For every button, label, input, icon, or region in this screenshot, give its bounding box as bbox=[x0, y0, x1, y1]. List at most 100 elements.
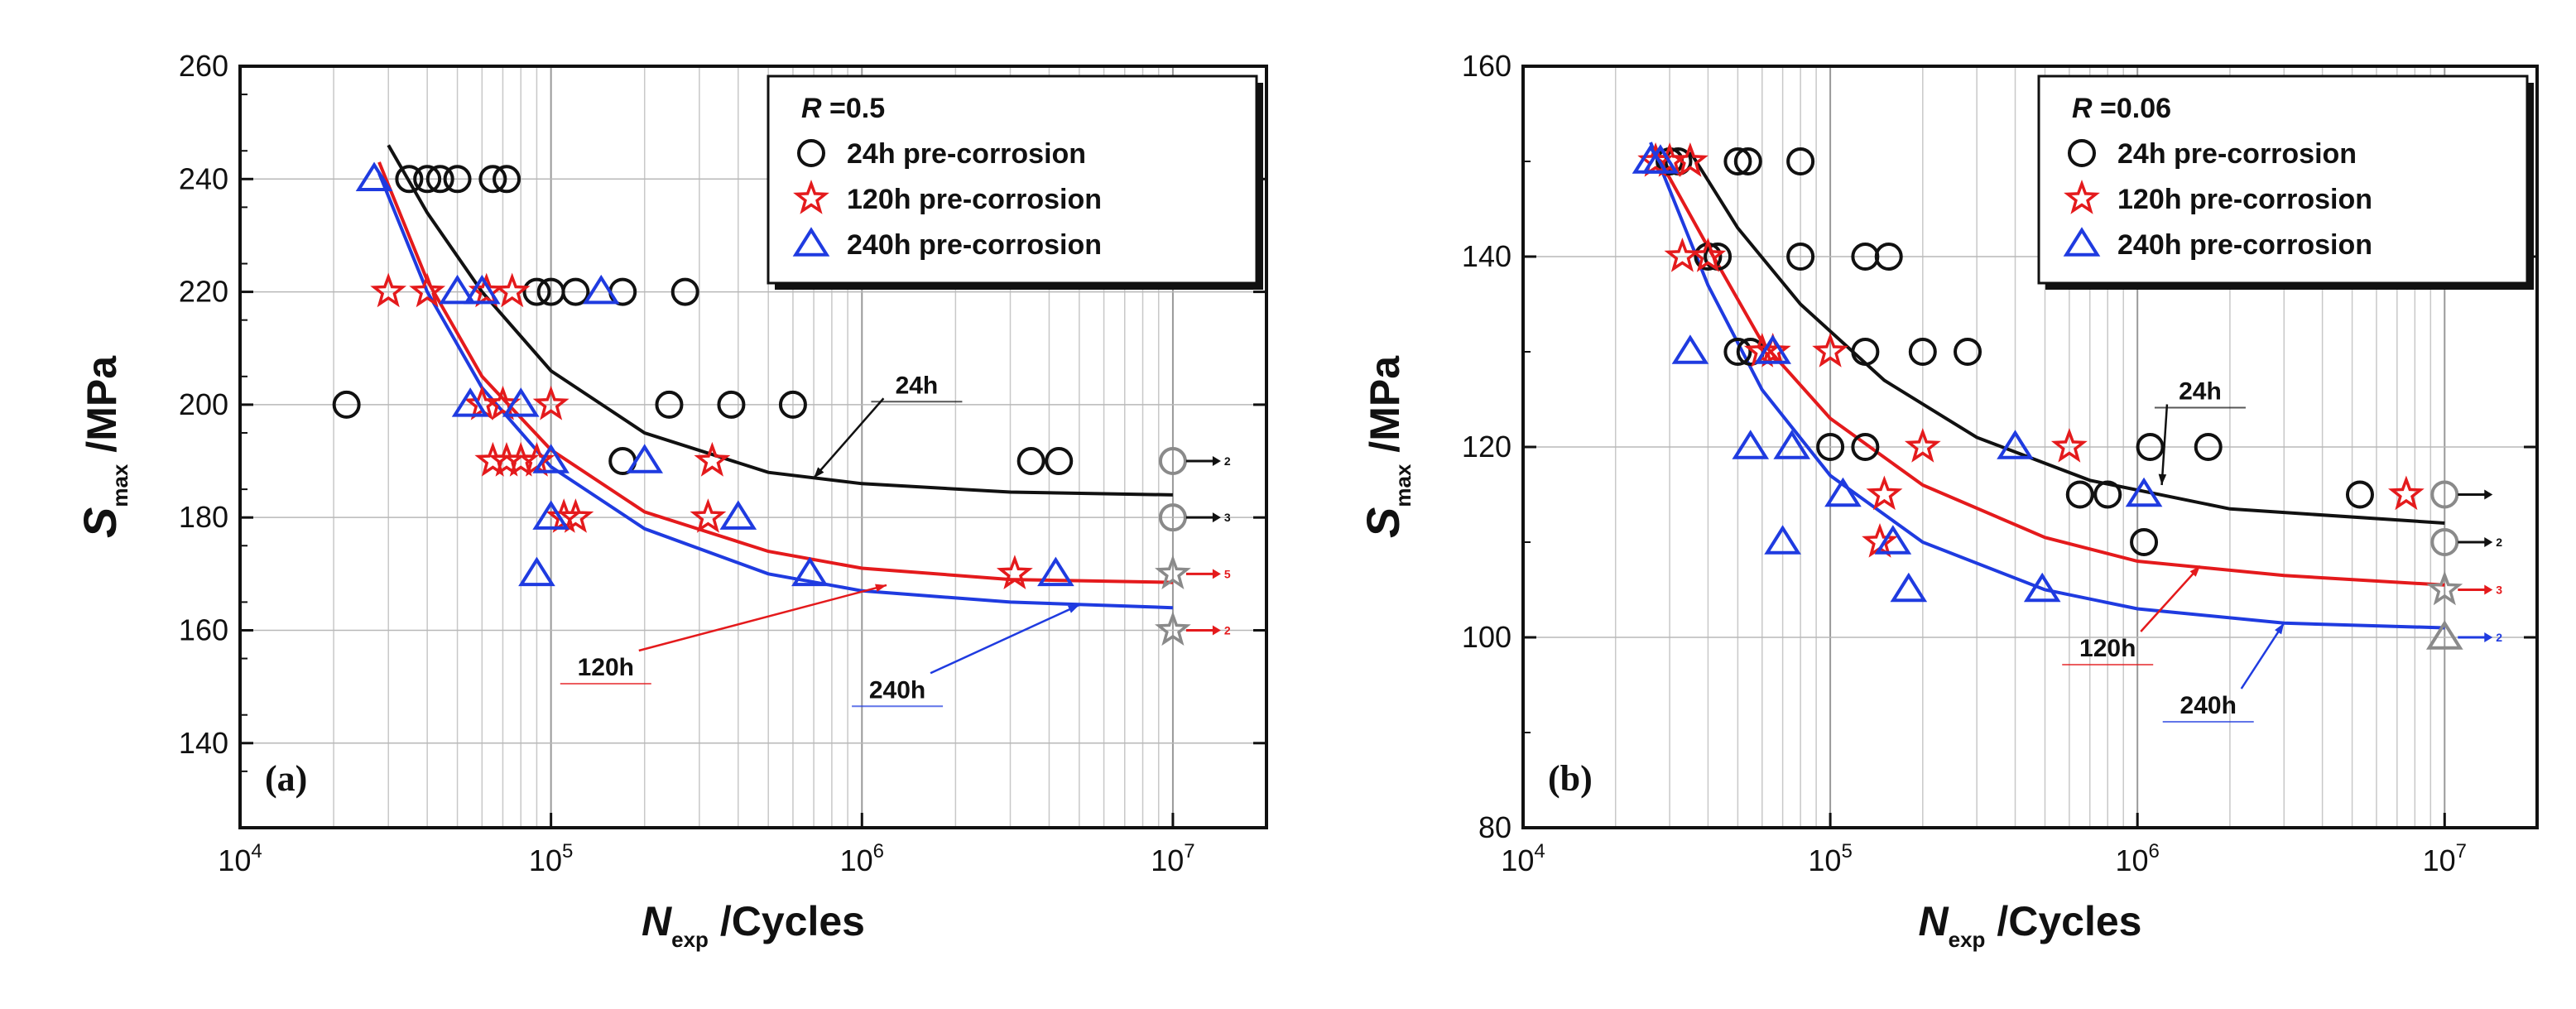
y-tick-label: 80 bbox=[1478, 810, 1511, 844]
runout-count: 2 bbox=[1224, 623, 1231, 637]
y-tick-label: 140 bbox=[179, 726, 228, 760]
legend-entry: 240h pre-corrosion bbox=[2117, 229, 2372, 261]
curve-label-leader bbox=[813, 397, 885, 479]
legend-marker bbox=[2068, 139, 2096, 167]
series-24h: 23 bbox=[332, 165, 1231, 532]
x-tick-label: 107 bbox=[1151, 840, 1194, 877]
series-120h: 52 bbox=[370, 272, 1231, 646]
data-point bbox=[1764, 525, 1801, 555]
data-point bbox=[1874, 243, 1903, 271]
data-point bbox=[2194, 433, 2223, 461]
data-point bbox=[1874, 525, 1912, 555]
data-point bbox=[409, 272, 446, 308]
curve-label-240h: 240h bbox=[2180, 692, 2237, 719]
curve-label-240h: 240h bbox=[869, 676, 925, 704]
data-point bbox=[2136, 433, 2165, 461]
data-point bbox=[478, 165, 507, 194]
data-point bbox=[2065, 480, 2094, 509]
data-point bbox=[1866, 475, 1903, 511]
data-point bbox=[1773, 430, 1811, 459]
fit-curve-120h bbox=[1659, 161, 2445, 587]
data-point bbox=[1754, 334, 1791, 364]
data-point bbox=[1016, 447, 1045, 476]
data-point bbox=[1732, 430, 1770, 459]
y-tick-label: 160 bbox=[1462, 49, 1511, 83]
data-point bbox=[370, 272, 407, 308]
data-point bbox=[1037, 556, 1074, 587]
y-tick-label: 160 bbox=[179, 613, 228, 646]
runout-point bbox=[1154, 611, 1191, 646]
curve-label-arrowhead bbox=[875, 584, 887, 592]
curve-label-24h: 24h bbox=[896, 372, 939, 399]
data-point bbox=[1997, 430, 2034, 459]
data-point bbox=[719, 500, 757, 530]
curve-label-leader bbox=[930, 603, 1080, 675]
runout-point bbox=[2426, 570, 2463, 606]
data-point bbox=[1786, 243, 1815, 271]
x-tick-label: 106 bbox=[840, 840, 884, 877]
data-point bbox=[1816, 433, 1845, 461]
data-point bbox=[1733, 147, 1762, 175]
data-point bbox=[518, 556, 555, 587]
y-tick-label: 260 bbox=[179, 49, 228, 83]
data-point bbox=[2093, 480, 2122, 509]
legend-entry: 120h pre-corrosion bbox=[2117, 184, 2372, 215]
y-tick-label: 200 bbox=[179, 387, 228, 421]
data-point bbox=[1904, 427, 1941, 463]
curve-label-120h: 120h bbox=[2079, 635, 2136, 662]
runout-arrowhead bbox=[2484, 584, 2493, 595]
data-point bbox=[1824, 477, 1862, 507]
x-tick-label: 107 bbox=[2423, 840, 2467, 877]
runout-point bbox=[2430, 480, 2459, 509]
x-tick-label: 104 bbox=[218, 840, 262, 877]
data-point bbox=[2387, 475, 2425, 511]
curve-label-120h: 120h bbox=[578, 654, 634, 681]
legend-marker bbox=[793, 179, 829, 214]
data-point bbox=[694, 441, 731, 477]
runout-count: 3 bbox=[2496, 584, 2502, 597]
data-point bbox=[1786, 147, 1815, 175]
runout-point bbox=[1158, 447, 1187, 476]
data-point bbox=[1671, 334, 1709, 364]
panel-label: (b) bbox=[1548, 758, 1593, 799]
runout-arrowhead bbox=[2484, 489, 2493, 500]
fit-curve-240h bbox=[377, 172, 1173, 610]
curve-label-leader bbox=[2240, 622, 2285, 689]
fit-curve-240h bbox=[1649, 142, 2445, 630]
y-axis-title: Smax /MPa bbox=[74, 355, 132, 538]
plot-frame bbox=[238, 65, 1268, 829]
runout-count: 2 bbox=[1224, 454, 1231, 468]
runout-point bbox=[2425, 620, 2463, 650]
y-tick-label: 220 bbox=[179, 275, 228, 309]
data-point bbox=[2345, 480, 2374, 509]
data-point bbox=[2050, 427, 2088, 463]
legend-r-value: R =0.5 bbox=[801, 93, 885, 124]
runout-point bbox=[1158, 503, 1187, 532]
data-point bbox=[413, 165, 442, 194]
data-point bbox=[332, 390, 361, 419]
data-point bbox=[791, 556, 829, 587]
data-point bbox=[425, 165, 454, 194]
x-tick-label: 105 bbox=[529, 840, 573, 877]
legend-entry: 240h pre-corrosion bbox=[847, 229, 1102, 261]
series-240h: 2 bbox=[1632, 144, 2502, 650]
data-point bbox=[2130, 528, 2159, 556]
data-point bbox=[1754, 332, 1791, 368]
data-point bbox=[778, 390, 807, 419]
data-point bbox=[690, 498, 727, 533]
x-axis-title: Nexp /Cycles bbox=[1919, 898, 2142, 952]
data-point bbox=[532, 500, 570, 530]
legend-entry: 24h pre-corrosion bbox=[847, 138, 1086, 170]
data-point bbox=[522, 277, 551, 306]
y-tick-label: 240 bbox=[179, 161, 228, 195]
x-tick-label: 104 bbox=[1501, 840, 1545, 877]
data-point bbox=[493, 165, 521, 194]
curve-label-arrowhead bbox=[2275, 622, 2285, 635]
y-tick-label: 120 bbox=[1462, 430, 1511, 464]
y-tick-label: 180 bbox=[179, 500, 228, 534]
legend-marker bbox=[792, 227, 830, 257]
x-tick-label: 105 bbox=[1808, 840, 1852, 877]
data-point bbox=[582, 274, 620, 305]
